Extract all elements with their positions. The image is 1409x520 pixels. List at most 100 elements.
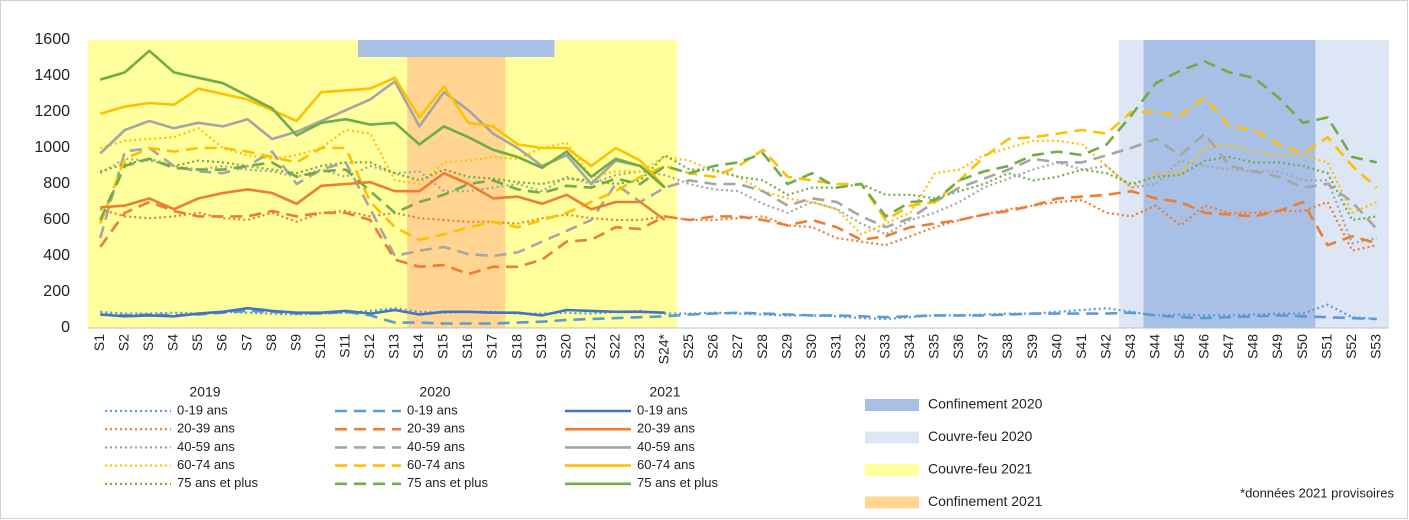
- legend-group-title: 2020: [419, 384, 450, 400]
- x-tick-label: S49: [1269, 334, 1285, 359]
- data-line: [99, 49, 666, 189]
- x-tick-label: S46: [1196, 334, 1212, 359]
- legend-label: 20-39 ans: [637, 421, 695, 436]
- x-tick-label: S23: [631, 334, 647, 359]
- data-line: [99, 127, 1378, 236]
- legend-label: 40-59 ans: [177, 439, 235, 454]
- x-tick-label: S32: [852, 334, 868, 359]
- legend-band-swatch: [865, 464, 919, 476]
- x-tick-label: S3: [140, 334, 156, 351]
- period-band: [88, 40, 678, 328]
- x-tick-label: S9: [287, 334, 303, 351]
- x-tick-label: S1: [91, 334, 107, 351]
- legend-band-swatch: [865, 399, 919, 411]
- legend-label: 0-19 ans: [177, 402, 228, 417]
- x-tick-label: S5: [189, 334, 205, 351]
- period-band: [1143, 40, 1316, 328]
- data-line: [100, 306, 665, 318]
- data-line: [99, 189, 1378, 276]
- legend-label: 20-39 ans: [407, 421, 465, 436]
- x-tick-label: S29: [778, 334, 794, 359]
- x-tick-label: S26: [705, 334, 721, 359]
- y-tick-label: 0: [61, 319, 70, 336]
- y-tick-label: 1600: [34, 31, 70, 48]
- legend-label: 0-19 ans: [407, 402, 458, 417]
- legend-band-label: Confinement 2020: [928, 396, 1043, 412]
- legend-band-swatch: [865, 496, 919, 509]
- x-tick-label: S7: [238, 334, 254, 351]
- legend-label: 60-74 ans: [637, 457, 695, 472]
- x-tick-label: S18: [508, 334, 524, 359]
- x-tick-label: S45: [1171, 334, 1187, 359]
- legend-label: 75 ans et plus: [177, 475, 258, 490]
- legend-band-label: Confinement 2021: [928, 493, 1043, 509]
- footnote: *données 2021 provisoires: [1240, 485, 1394, 500]
- x-tick-label: S14: [410, 334, 426, 359]
- x-tick-label: S6: [214, 334, 230, 351]
- x-tick-label: S27: [729, 334, 745, 359]
- x-tick-label: S25: [680, 334, 696, 359]
- legend-group-title: 2021: [649, 384, 680, 400]
- data-line: [99, 96, 1378, 242]
- x-tick-label: S42: [1097, 334, 1113, 359]
- x-tick-label: S52: [1343, 334, 1359, 359]
- x-tick-label: S2: [116, 334, 132, 351]
- data-line: [99, 199, 1377, 252]
- x-tick-label: S20: [557, 334, 573, 359]
- x-tick-label: S10: [312, 334, 328, 359]
- x-tick-label: S4: [165, 334, 181, 351]
- y-tick-label: 600: [43, 211, 70, 228]
- data-line: [99, 60, 1378, 221]
- x-tick-label: S47: [1220, 334, 1236, 359]
- x-tick-label: S41: [1073, 334, 1089, 359]
- y-tick-label: 1000: [34, 139, 70, 156]
- legend-label: 60-74 ans: [177, 457, 235, 472]
- y-tick-label: 400: [43, 247, 70, 264]
- y-tick-label: 1200: [34, 103, 70, 120]
- x-tick-label: S13: [386, 334, 402, 359]
- legend-label: 0-19 ans: [637, 402, 688, 417]
- x-tick-label: S43: [1122, 334, 1138, 359]
- data-line: [100, 171, 666, 222]
- y-tick-label: 800: [43, 175, 70, 192]
- x-tick-label: S39: [1024, 334, 1040, 359]
- legend-group-title: 2019: [189, 384, 220, 400]
- y-tick-label: 200: [43, 283, 70, 300]
- legend-label: 40-59 ans: [407, 439, 465, 454]
- legend-band-swatch: [865, 431, 919, 444]
- data-line: [99, 80, 666, 189]
- x-tick-label: S17: [484, 334, 500, 359]
- legend-label: 20-39 ans: [177, 421, 235, 436]
- x-tick-label: S11: [336, 334, 352, 358]
- x-tick-label: S44: [1147, 334, 1163, 359]
- data-line: [99, 76, 666, 189]
- legend-label: 75 ans et plus: [637, 475, 718, 490]
- period-band: [358, 40, 555, 57]
- legend-band-label: Couvre-feu 2020: [928, 428, 1033, 444]
- legend-label: 40-59 ans: [637, 439, 695, 454]
- legend-label: 60-74 ans: [407, 457, 465, 472]
- x-tick-label: S34: [901, 334, 917, 359]
- x-tick-label: S16: [459, 334, 475, 359]
- x-tick-label: S50: [1294, 334, 1310, 359]
- x-tick-label: S40: [1048, 334, 1064, 359]
- x-tick-label: S28: [754, 334, 770, 359]
- x-tick-label: S21: [582, 334, 598, 359]
- x-tick-label: S48: [1245, 334, 1261, 359]
- legend-label: 75 ans et plus: [407, 475, 488, 490]
- x-tick-label: S12: [361, 334, 377, 359]
- x-tick-label: S19: [533, 334, 549, 359]
- x-tick-label: S33: [876, 334, 892, 359]
- legend-band-label: Couvre-feu 2021: [928, 461, 1033, 477]
- x-tick-label: S30: [803, 334, 819, 359]
- x-tick-label: S36: [950, 334, 966, 359]
- x-tick-label: S22: [606, 334, 622, 359]
- x-tick-label: S24*: [656, 333, 672, 364]
- x-tick-label: S15: [435, 334, 451, 359]
- data-line: [99, 154, 1377, 222]
- x-tick-label: S37: [975, 334, 991, 359]
- x-tick-label: S51: [1318, 334, 1334, 359]
- x-tick-label: S35: [926, 334, 942, 359]
- x-tick-label: S8: [263, 334, 279, 351]
